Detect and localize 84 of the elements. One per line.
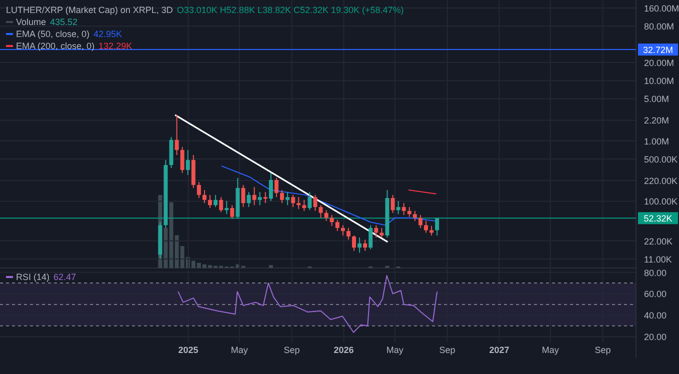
candlestick	[363, 239, 368, 252]
candlestick	[252, 186, 256, 206]
y-tick-label: 500.00K	[644, 154, 678, 165]
x-tick-label: May	[542, 345, 560, 355]
candlestick	[368, 224, 373, 250]
x-tick-label: May	[386, 345, 404, 355]
candlestick	[186, 150, 190, 176]
candlestick	[274, 177, 278, 198]
candlestick	[324, 210, 328, 222]
y-tick-label: 5.00M	[644, 94, 670, 104]
y-tick-label: 40.00	[644, 310, 667, 321]
candlestick	[374, 224, 378, 238]
y-tick-label: 80.00	[644, 268, 667, 278]
y-tick-label: 80.00M	[644, 22, 674, 32]
y-tick-label: 20.00M	[644, 58, 674, 68]
candlestick	[352, 234, 356, 252]
candlestick	[230, 204, 234, 220]
candlestick	[214, 194, 218, 208]
y-tick-label: 60.00	[644, 289, 667, 300]
candlestick	[412, 210, 417, 222]
candlestick	[280, 190, 284, 204]
text: LUTHER/XRP (Market Cap) on XRPL, 3D	[6, 5, 173, 15]
candlestick	[340, 224, 345, 236]
x-tick-label: Sep	[594, 345, 611, 355]
candlestick	[268, 172, 273, 202]
candlestick	[258, 192, 262, 206]
candlestick	[208, 194, 212, 209]
candlestick	[435, 217, 440, 236]
x-tick-label: 2027	[489, 345, 510, 355]
y-tick-label: 2.20M	[644, 116, 670, 126]
y-tick-label: 220.00K	[644, 176, 678, 186]
legend-label: EMA (50, close, 0)	[16, 29, 90, 39]
candlestick	[180, 146, 184, 174]
x-tick-label: May	[230, 345, 248, 355]
x-tick-label: Sep	[439, 345, 456, 355]
y-tick-label: 20.00	[644, 332, 667, 342]
candlestick	[424, 220, 428, 234]
candlestick	[174, 114, 179, 156]
y-tick-label: 160.00M	[644, 3, 679, 14]
bar	[268, 265, 273, 268]
y-tick-label: 11.00K	[644, 254, 672, 264]
candlestick	[396, 200, 400, 215]
x-tick-label: 2026	[334, 345, 354, 355]
candlestick	[318, 204, 323, 218]
candlestick	[296, 196, 301, 210]
candlestick	[402, 202, 406, 216]
annotation: 62.47	[54, 272, 76, 282]
candlestick	[390, 194, 395, 214]
candlestick	[286, 192, 290, 206]
candlestick	[219, 196, 224, 213]
candlestick	[335, 219, 340, 232]
candlestick	[407, 206, 412, 218]
annotation: O33.010K H52.88K L38.82K C52.32K 19.30K (+58.47%)	[176, 5, 404, 15]
annotation: 132.29K	[98, 41, 132, 51]
y-tick-label: 1.00M	[644, 136, 670, 146]
candlestick	[202, 190, 206, 204]
legend-label: RSI (14)	[16, 272, 50, 282]
candlestick	[224, 200, 229, 215]
ref-line-label: 52.32K	[644, 214, 672, 224]
y-tick-label: 22.00K	[644, 236, 673, 246]
candlestick	[291, 194, 296, 208]
candlestick	[241, 184, 246, 208]
candlestick	[380, 227, 384, 238]
candlestick	[246, 192, 251, 208]
y-tick-label: 10.00M	[644, 76, 674, 86]
candlestick	[346, 227, 350, 240]
candlestick	[308, 192, 312, 211]
candlestick	[330, 214, 334, 226]
x-tick-label: Sep	[284, 345, 300, 355]
annotation: 435.52	[50, 17, 78, 27]
annotation: 42.95K	[94, 29, 122, 39]
candlestick	[302, 199, 306, 212]
candlestick	[358, 236, 362, 254]
ref-line-label: 32.72M	[642, 45, 674, 56]
legend-label: EMA (200, close, 0)	[16, 41, 95, 51]
candlestick	[263, 192, 268, 204]
candlestick	[196, 182, 201, 198]
x-tick-label: 2025	[178, 345, 198, 355]
legend-label: Volume	[16, 17, 46, 27]
line-series	[178, 275, 438, 333]
candlestick	[418, 214, 422, 228]
candlestick	[313, 194, 318, 212]
y-tick-label: 100.00K	[644, 196, 678, 207]
candlestick	[430, 225, 434, 236]
